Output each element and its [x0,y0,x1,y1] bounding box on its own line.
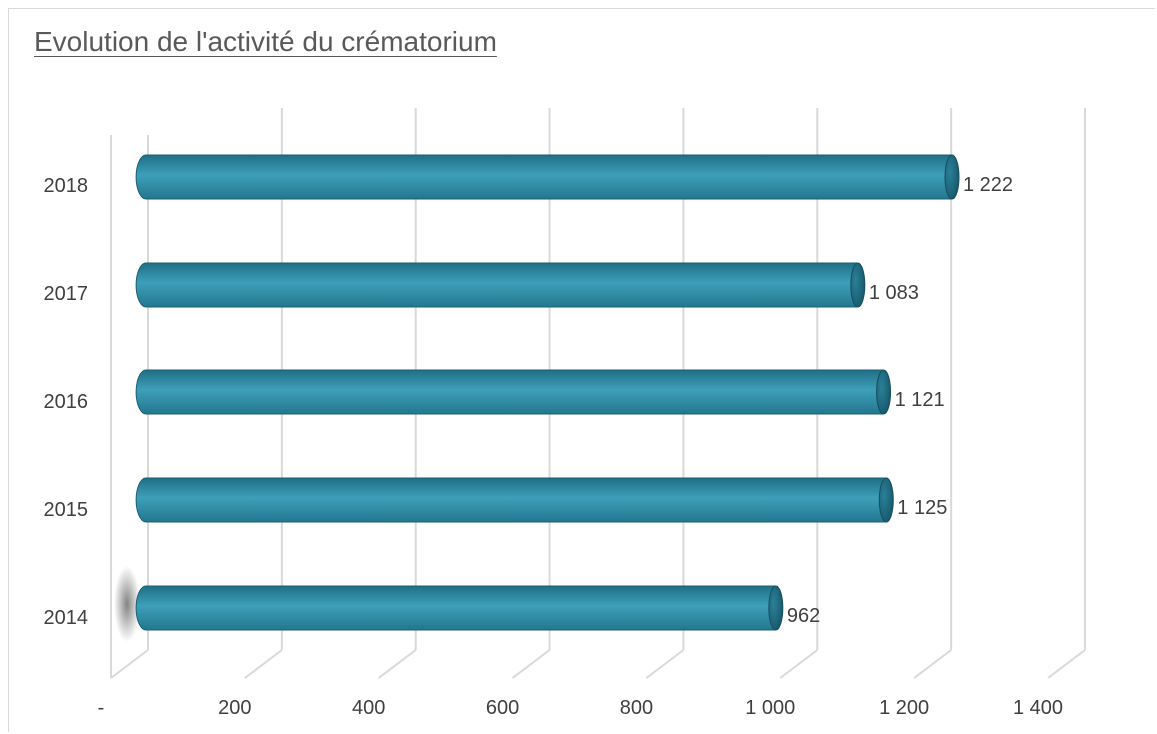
floor-line-6 [913,649,952,679]
bar-body-2018 [135,154,953,200]
bar-2016 [135,369,892,415]
category-label-2014: 2014 [44,607,89,629]
chart-title: Evolution de l'activité du crématorium [34,26,497,57]
bar-body-2017 [135,262,859,308]
data-label-2017: 1 083 [869,282,919,304]
data-label-2015: 1 125 [897,497,947,519]
category-label-2018: 2018 [44,175,89,197]
bars [114,154,960,642]
bar-cap-2018 [944,154,960,200]
bar-2018 [135,154,960,200]
data-label-2014: 962 [787,605,820,627]
floor-line-3 [511,649,551,679]
x-tick-label-0: - [98,697,105,719]
category-label-2016: 2016 [44,391,89,413]
x-tick-label-3: 600 [486,697,519,719]
bar-cap-2017 [850,262,866,308]
floor-line-5 [779,649,818,679]
floor-line-1 [244,649,283,679]
labels: - 200 400 600 800 1 000 1 200 1 400 962 2014 1 125… [44,174,1064,719]
bar-body-2015 [135,477,887,523]
bar-cap-2014 [768,585,784,631]
floor-line-4 [645,649,685,679]
floor-line-2 [378,649,417,679]
data-label-2016: 1 121 [895,389,945,411]
x-tick-label-5: 1 000 [745,697,795,719]
bar-body-2014 [135,585,777,631]
bar-body-2016 [135,369,885,415]
bar-2017 [135,262,866,308]
data-label-2018: 1 222 [963,174,1013,196]
x-tick-label-2: 400 [352,697,385,719]
x-tick-label-6: 1 200 [879,697,929,719]
floor-line-0 [110,649,149,679]
category-label-2015: 2015 [44,499,89,521]
category-label-2017: 2017 [44,283,89,305]
bar-2015 [135,477,894,523]
bar-cap-2016 [876,369,892,415]
bar-2014 [135,585,784,631]
x-tick-label-7: 1 400 [1013,697,1063,719]
floor-line-7 [1047,649,1086,679]
bar-shadow [114,566,140,642]
x-tick-label-4: 800 [620,697,653,719]
x-tick-label-1: 200 [218,697,251,719]
bar-cap-2015 [878,477,894,523]
